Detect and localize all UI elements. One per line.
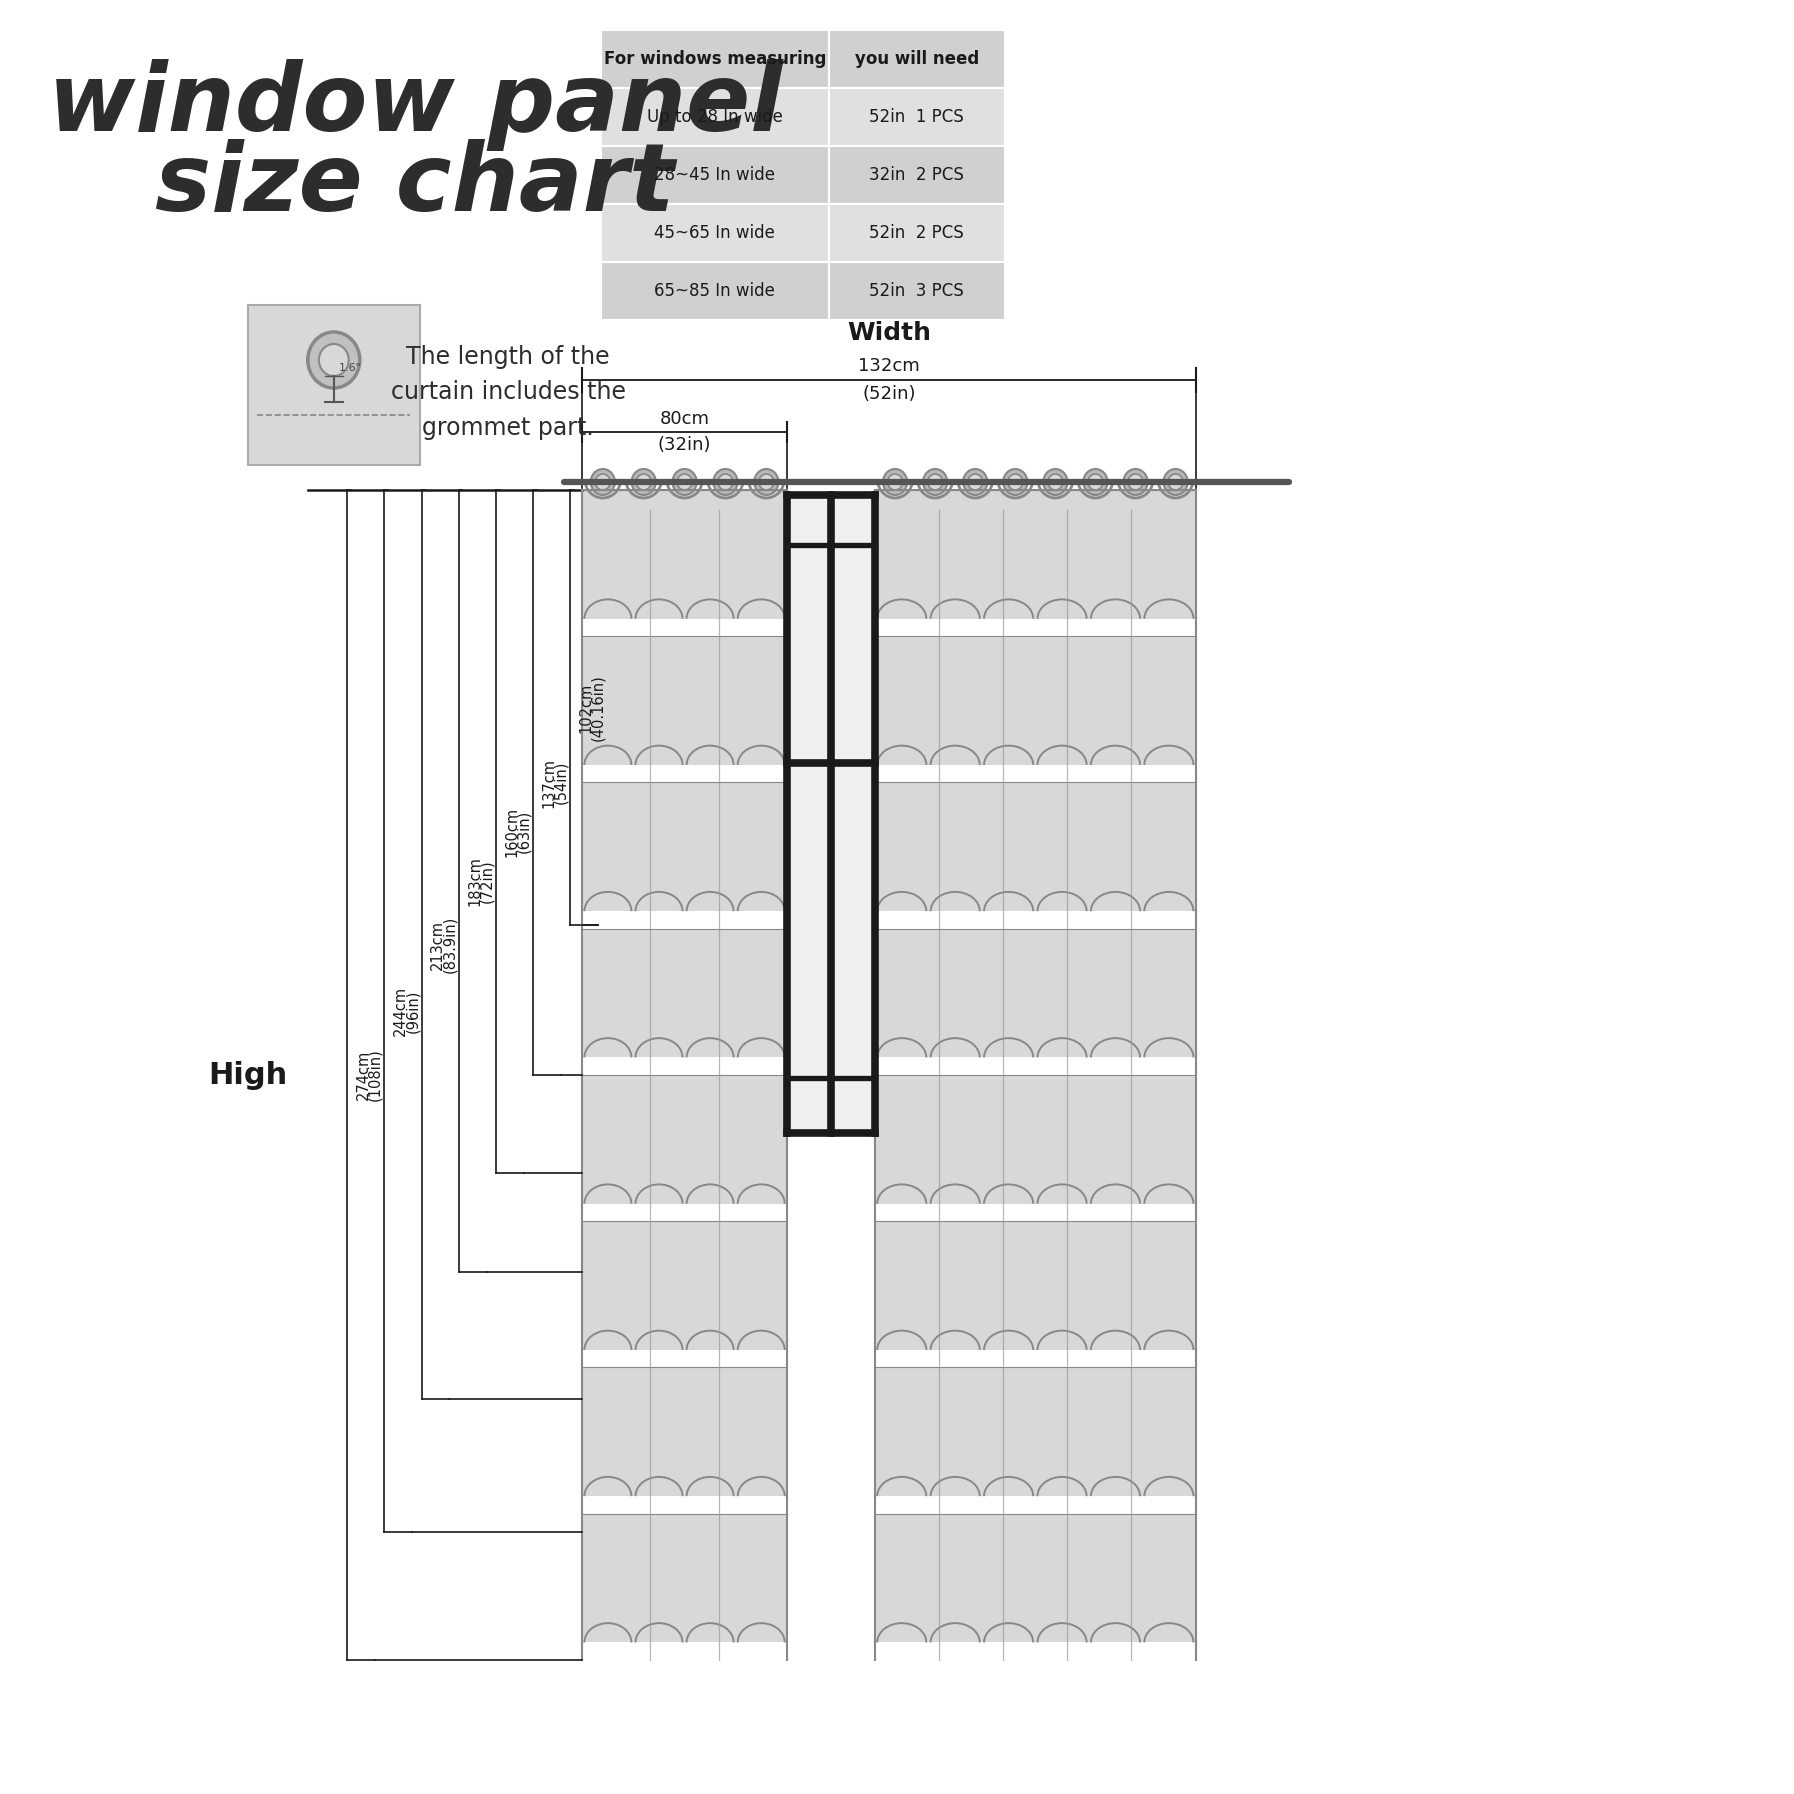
- Circle shape: [927, 474, 942, 490]
- Bar: [601, 145, 829, 205]
- Text: (63in): (63in): [517, 811, 531, 854]
- Text: 80cm: 80cm: [660, 411, 710, 429]
- Bar: [875, 637, 1195, 764]
- Text: 52in  2 PCS: 52in 2 PCS: [870, 224, 963, 242]
- Bar: [583, 1367, 788, 1496]
- Bar: [788, 495, 875, 1134]
- Bar: [583, 1514, 788, 1643]
- Bar: [583, 490, 788, 619]
- Circle shape: [631, 468, 657, 495]
- Text: Up to 28 In wide: Up to 28 In wide: [648, 108, 782, 126]
- Text: size chart: size chart: [156, 138, 675, 231]
- Text: 132cm: 132cm: [858, 357, 920, 375]
- Text: 274cm: 274cm: [355, 1049, 371, 1100]
- Text: 213cm: 213cm: [431, 920, 445, 969]
- Circle shape: [676, 474, 692, 490]
- Bar: [829, 30, 1005, 88]
- Text: The length of the
curtain includes the
grommet part.: The length of the curtain includes the g…: [391, 344, 626, 440]
- Circle shape: [759, 474, 773, 490]
- Text: 137cm: 137cm: [542, 757, 556, 807]
- Text: High: High: [208, 1060, 287, 1089]
- Bar: [248, 305, 420, 465]
- Text: (83.9in): (83.9in): [441, 917, 457, 972]
- Circle shape: [1048, 474, 1062, 490]
- Circle shape: [1168, 474, 1182, 490]
- Text: 45~65 In wide: 45~65 In wide: [655, 224, 775, 242]
- Circle shape: [1087, 474, 1103, 490]
- Text: 65~85 In wide: 65~85 In wide: [655, 282, 775, 300]
- Circle shape: [673, 468, 696, 495]
- Circle shape: [924, 468, 947, 495]
- Bar: [875, 490, 1195, 619]
- Text: 52in  1 PCS: 52in 1 PCS: [870, 108, 963, 126]
- Bar: [583, 1222, 788, 1349]
- Text: (54in): (54in): [554, 761, 569, 804]
- Bar: [829, 262, 1005, 319]
- Bar: [601, 205, 829, 262]
- Text: (72in): (72in): [479, 859, 493, 902]
- Bar: [875, 1367, 1195, 1496]
- Text: (96in): (96in): [405, 990, 420, 1033]
- Bar: [583, 637, 788, 764]
- Circle shape: [1003, 468, 1028, 495]
- Bar: [601, 262, 829, 319]
- Bar: [583, 1075, 788, 1204]
- Text: window panel: window panel: [48, 59, 782, 151]
- Bar: [583, 782, 788, 911]
- Text: 52in  3 PCS: 52in 3 PCS: [870, 282, 963, 300]
- Circle shape: [637, 474, 651, 490]
- Text: (108in): (108in): [368, 1049, 382, 1102]
- Text: 183cm: 183cm: [466, 856, 483, 906]
- Text: you will need: you will need: [854, 50, 980, 68]
- Text: 244cm: 244cm: [393, 987, 407, 1037]
- Circle shape: [888, 474, 902, 490]
- Text: 28~45 In wide: 28~45 In wide: [655, 167, 775, 185]
- Bar: [601, 88, 829, 145]
- Circle shape: [309, 332, 361, 388]
- Text: 160cm: 160cm: [504, 807, 518, 858]
- Circle shape: [319, 344, 348, 377]
- Circle shape: [1084, 468, 1107, 495]
- Circle shape: [963, 468, 987, 495]
- Bar: [829, 88, 1005, 145]
- Circle shape: [714, 468, 737, 495]
- Circle shape: [718, 474, 734, 490]
- Text: For windows measuring: For windows measuring: [603, 50, 825, 68]
- Bar: [829, 205, 1005, 262]
- Text: Width: Width: [847, 321, 931, 344]
- Circle shape: [1164, 468, 1188, 495]
- Text: 1.6": 1.6": [339, 362, 361, 373]
- Circle shape: [753, 468, 779, 495]
- Bar: [583, 929, 788, 1057]
- Circle shape: [590, 468, 615, 495]
- Circle shape: [967, 474, 983, 490]
- Text: 102cm: 102cm: [579, 682, 594, 732]
- Circle shape: [1123, 468, 1148, 495]
- Text: (40.16in): (40.16in): [590, 675, 606, 741]
- Bar: [875, 1222, 1195, 1349]
- Circle shape: [1044, 468, 1067, 495]
- Bar: [829, 145, 1005, 205]
- Bar: [875, 1514, 1195, 1643]
- Circle shape: [1008, 474, 1023, 490]
- Text: 32in  2 PCS: 32in 2 PCS: [870, 167, 965, 185]
- Text: (52in): (52in): [863, 386, 915, 404]
- Text: (32in): (32in): [658, 436, 710, 454]
- Bar: [601, 30, 829, 88]
- Circle shape: [596, 474, 610, 490]
- Bar: [875, 1075, 1195, 1204]
- Circle shape: [883, 468, 908, 495]
- Circle shape: [1128, 474, 1143, 490]
- Bar: [875, 929, 1195, 1057]
- Bar: [875, 782, 1195, 911]
